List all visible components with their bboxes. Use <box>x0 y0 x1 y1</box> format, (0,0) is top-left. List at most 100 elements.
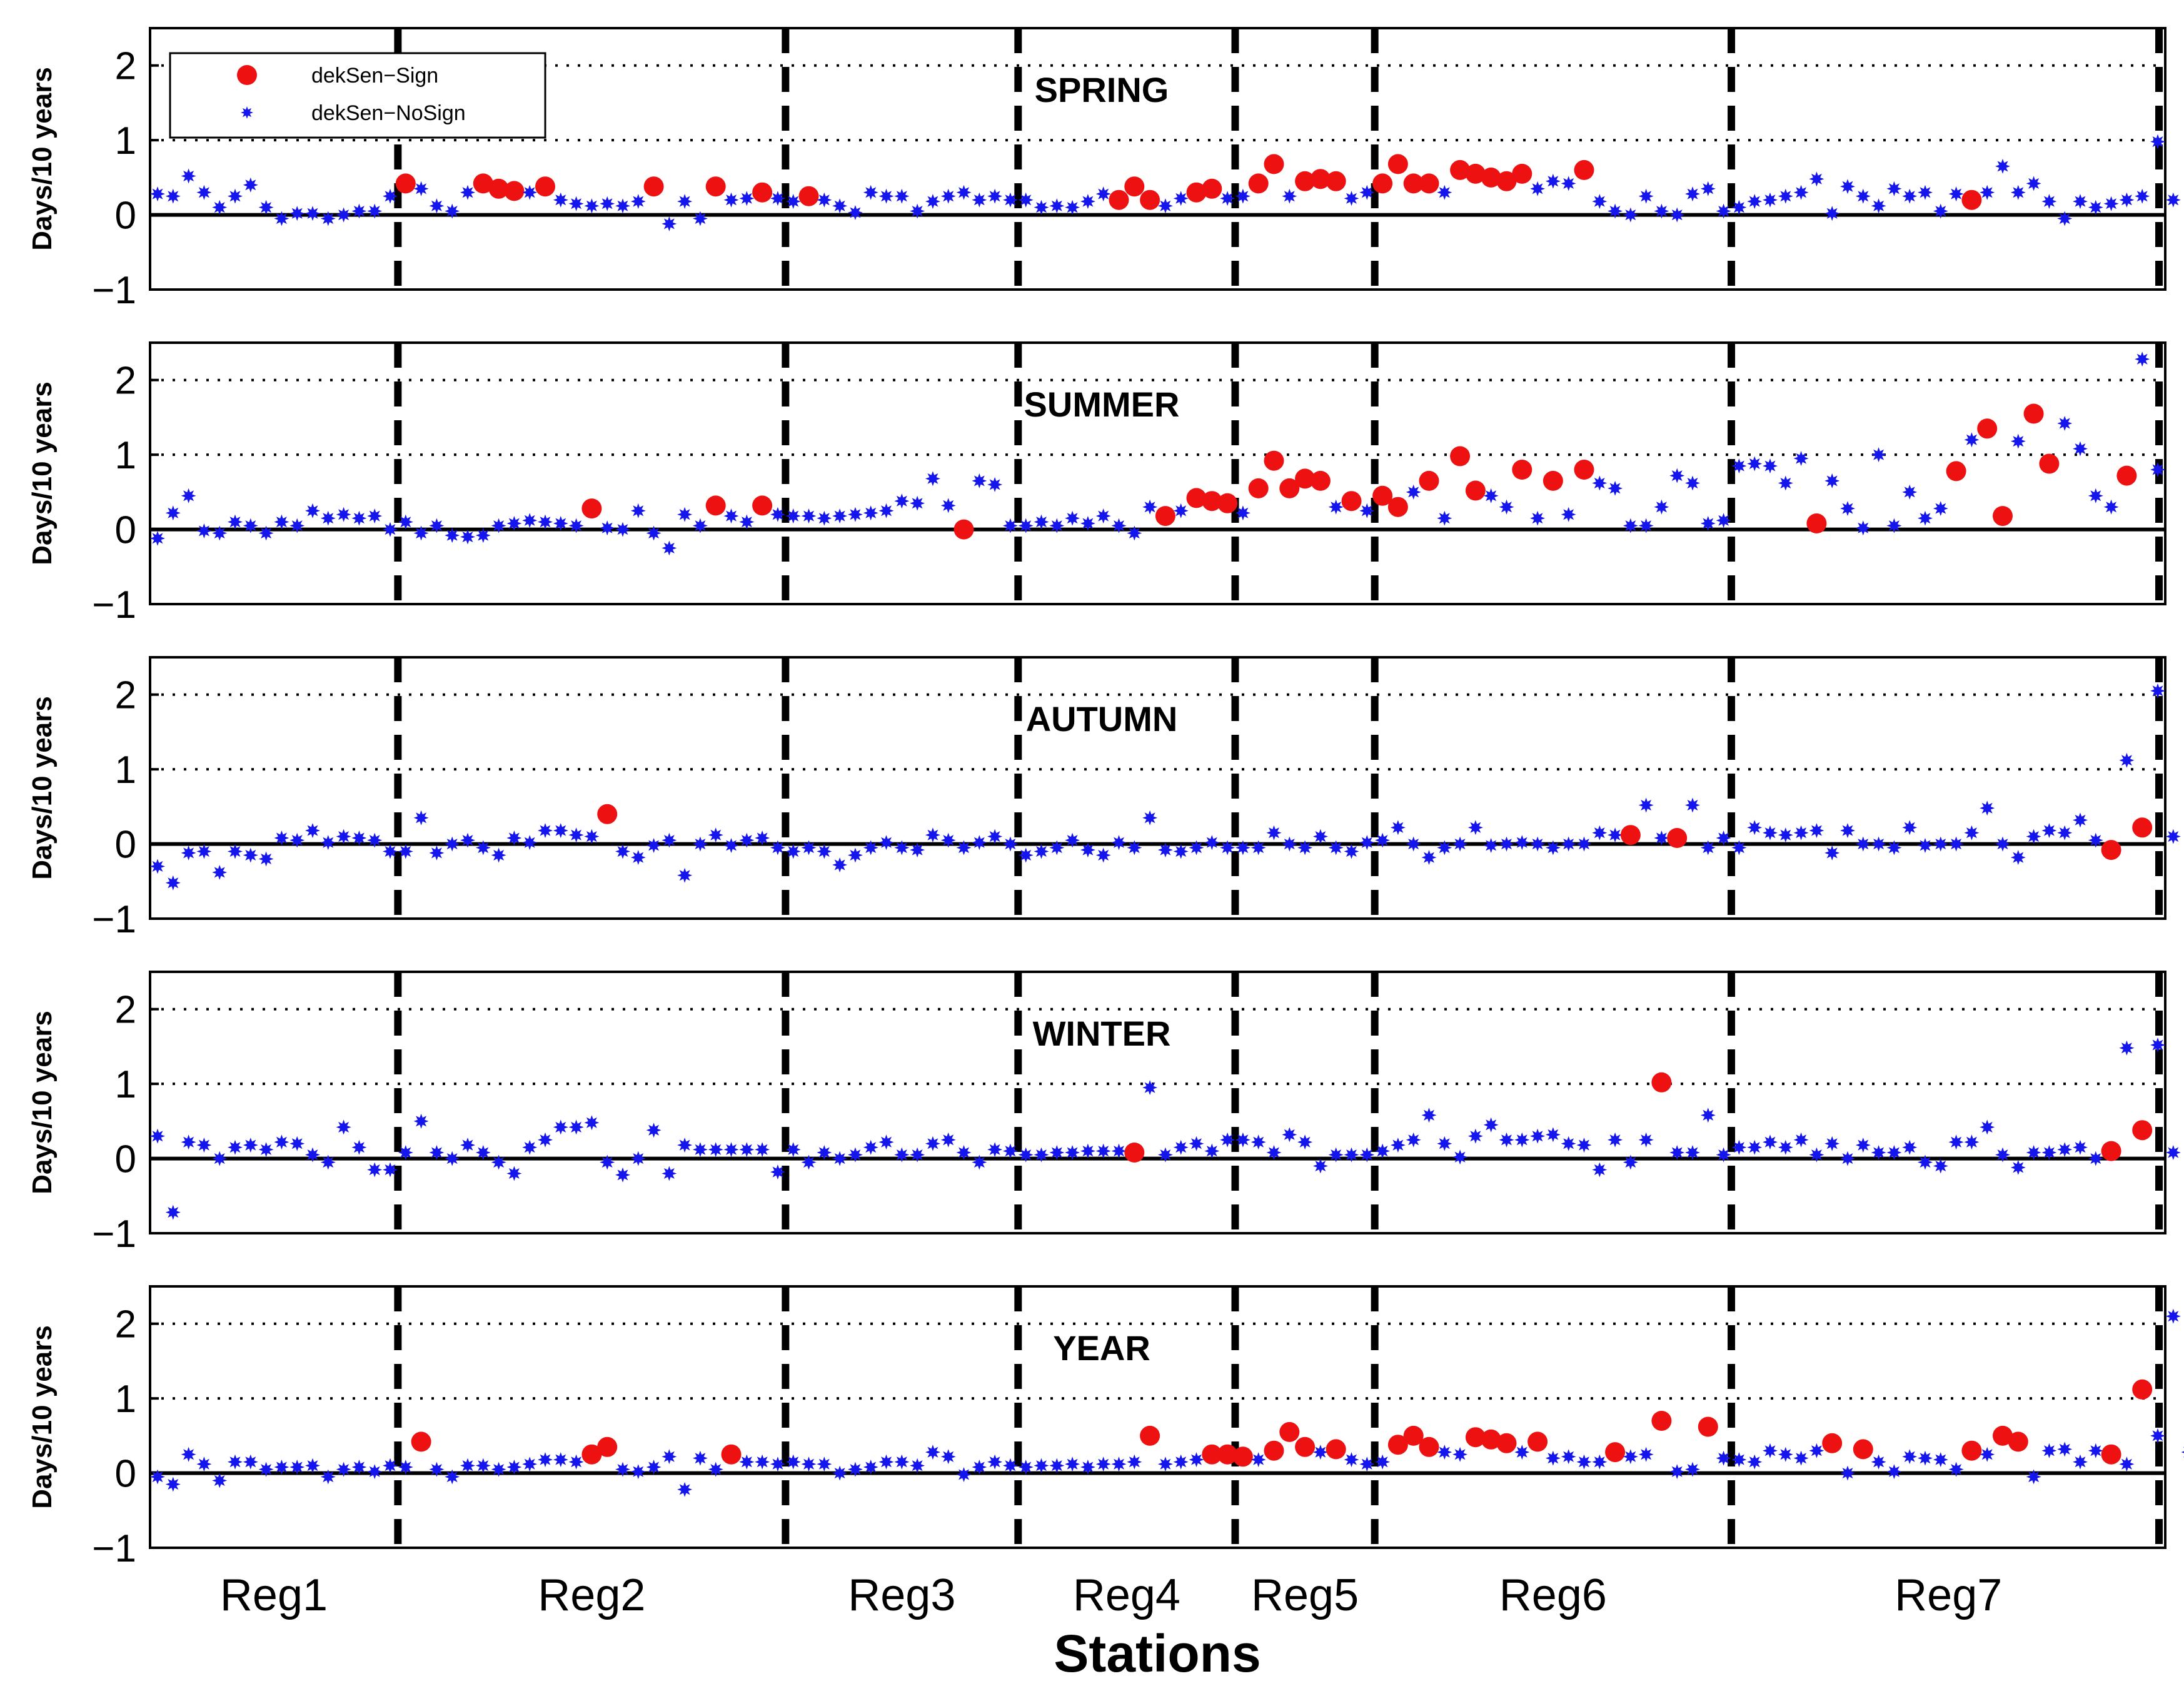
point-nonsignificant <box>1375 1454 1391 1470</box>
point-nonsignificant <box>1902 188 1918 204</box>
point-nonsignificant <box>1065 832 1080 848</box>
point-nonsignificant <box>1918 184 1933 200</box>
point-significant <box>1109 189 1129 210</box>
point-nonsignificant <box>2041 1145 2057 1160</box>
point-significant <box>1202 1444 1222 1465</box>
point-significant <box>2116 465 2137 486</box>
point-nonsignificant <box>429 845 445 861</box>
point-nonsignificant <box>1918 1450 1933 1466</box>
point-nonsignificant <box>398 844 413 859</box>
point-nonsignificant <box>925 1445 940 1460</box>
panel-title: SPRING <box>1035 70 1169 109</box>
point-significant <box>1496 171 1517 191</box>
point-nonsignificant <box>538 823 553 839</box>
point-nonsignificant <box>1871 198 1886 214</box>
point-nonsignificant <box>506 830 522 845</box>
point-nonsignificant <box>2165 829 2181 844</box>
point-nonsignificant <box>1452 1446 1468 1462</box>
point-nonsignificant <box>1933 1158 1948 1174</box>
point-nonsignificant <box>1561 1449 1576 1465</box>
point-significant <box>597 804 618 824</box>
point-nonsignificant <box>165 188 181 204</box>
point-nonsignificant <box>646 1460 662 1475</box>
point-nonsignificant <box>1095 186 1111 202</box>
point-nonsignificant <box>1902 484 1918 500</box>
point-nonsignificant <box>506 1460 522 1475</box>
point-significant <box>2132 1379 2153 1400</box>
point-nonsignificant <box>863 184 878 200</box>
point-nonsignificant <box>491 518 506 533</box>
point-nonsignificant <box>1886 181 1902 196</box>
point-nonsignificant <box>662 540 677 556</box>
point-significant <box>1527 1431 1548 1452</box>
point-nonsignificant <box>1312 1158 1328 1174</box>
point-nonsignificant <box>817 844 832 859</box>
point-nonsignificant <box>1700 516 1716 531</box>
point-nonsignificant <box>568 518 584 533</box>
point-nonsignificant <box>2088 488 2103 503</box>
point-nonsignificant <box>615 1461 630 1477</box>
point-nonsignificant <box>553 1119 568 1135</box>
point-nonsignificant <box>1266 825 1282 840</box>
y-axis-label: Days/10 years <box>27 381 58 565</box>
point-nonsignificant <box>2026 829 2041 844</box>
point-nonsignificant <box>228 844 243 859</box>
point-nonsignificant <box>770 1164 785 1180</box>
point-nonsignificant <box>1809 171 1824 187</box>
point-nonsignificant <box>708 1461 723 1477</box>
point-nonsignificant <box>1359 503 1375 518</box>
point-nonsignificant <box>1778 188 1793 204</box>
point-nonsignificant <box>258 1461 274 1477</box>
point-nonsignificant <box>770 840 785 856</box>
point-nonsignificant <box>1561 176 1576 191</box>
point-nonsignificant <box>522 835 538 850</box>
point-nonsignificant <box>832 198 848 214</box>
point-nonsignificant <box>336 829 351 844</box>
point-nonsignificant <box>1080 1143 1095 1159</box>
point-nonsignificant <box>351 1139 367 1155</box>
point-nonsignificant <box>972 1154 987 1170</box>
point-nonsignificant <box>181 845 196 861</box>
point-nonsignificant <box>1204 835 1220 850</box>
region-label: Reg5 <box>1251 1570 1359 1620</box>
point-nonsignificant <box>383 1458 398 1473</box>
point-nonsignificant <box>1421 850 1437 866</box>
point-nonsignificant <box>553 516 568 531</box>
point-nonsignificant <box>181 1446 196 1462</box>
plot-frame <box>149 656 2166 920</box>
point-nonsignificant <box>2135 351 2150 367</box>
point-significant <box>1419 1436 1439 1457</box>
point-nonsignificant <box>305 1147 320 1163</box>
point-significant <box>1481 1429 1501 1450</box>
point-nonsignificant <box>320 835 336 850</box>
point-nonsignificant <box>2057 1142 2073 1158</box>
point-nonsignificant <box>243 177 258 193</box>
y-tick-label: 0 <box>115 509 136 552</box>
y-axis-label: Days/10 years <box>27 696 58 880</box>
point-nonsignificant <box>956 1467 972 1482</box>
point-nonsignificant <box>1467 1128 1483 1144</box>
point-nonsignificant <box>1514 835 1530 850</box>
point-nonsignificant <box>630 503 646 518</box>
point-nonsignificant <box>1685 1461 1700 1477</box>
point-nonsignificant <box>1297 840 1313 856</box>
point-nonsignificant <box>150 186 165 202</box>
point-nonsignificant <box>243 518 258 533</box>
point-nonsignificant <box>1157 198 1173 214</box>
point-nonsignificant <box>1065 510 1080 526</box>
point-nonsignificant <box>1638 518 1654 533</box>
point-nonsignificant <box>1499 1132 1514 1148</box>
point-nonsignificant <box>1855 520 1871 536</box>
point-nonsignificant <box>1669 207 1685 223</box>
point-nonsignificant <box>336 207 351 223</box>
point-significant <box>1698 1416 1718 1437</box>
point-nonsignificant <box>1328 499 1344 515</box>
point-nonsignificant <box>181 488 196 503</box>
point-nonsignificant <box>1437 510 1452 526</box>
point-nonsignificant <box>320 1154 336 1170</box>
point-nonsignificant <box>165 1204 181 1220</box>
point-nonsignificant <box>615 522 630 537</box>
point-nonsignificant <box>878 188 894 204</box>
point-nonsignificant <box>413 1113 429 1129</box>
point-nonsignificant <box>320 1469 336 1485</box>
